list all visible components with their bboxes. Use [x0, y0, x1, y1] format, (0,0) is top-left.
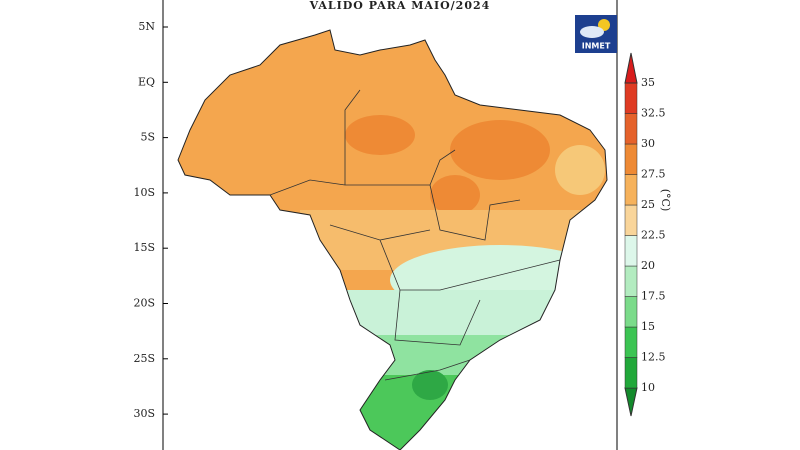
colorbar-unit: (°C) — [659, 189, 672, 212]
colorbar: 10 12.5 15 17.5 20 22.5 25 27.5 30 32.5 35 — [624, 52, 666, 417]
latitude-label: 20S — [133, 297, 155, 310]
colorbar-label: 22.5 — [641, 229, 666, 242]
colorbar-segment — [624, 296, 638, 328]
latitude-label: 5S — [140, 131, 155, 144]
latitude-label: 5N — [138, 20, 155, 33]
colorbar-segment — [624, 357, 638, 389]
colorbar-label: 35 — [641, 76, 655, 89]
state-borders — [269, 89, 561, 381]
colorbar-end — [624, 387, 638, 417]
colorbar-label: 20 — [641, 259, 655, 272]
latitude-label: 25S — [133, 352, 155, 365]
colorbar-segment — [624, 143, 638, 175]
map-title: VALIDO PARA MAIO/2024 — [309, 0, 491, 12]
colorbar-label: 15 — [641, 320, 655, 333]
latitude-label: 30S — [133, 407, 155, 420]
colorbar-end — [624, 52, 638, 84]
colorbar-segment — [624, 174, 638, 206]
latitude-labels: 5N EQ 5S 10S 15S 20S 25S 30S — [133, 20, 168, 420]
colorbar-segment — [624, 113, 638, 145]
colorbar-segment — [624, 235, 638, 267]
colorbar-segment — [624, 265, 638, 297]
colorbar-label: 32.5 — [641, 107, 666, 120]
latitude-label: 15S — [133, 241, 155, 254]
latitude-label: 10S — [133, 186, 155, 199]
colorbar-label: 12.5 — [641, 351, 666, 364]
colorbar-segment — [624, 204, 638, 236]
colorbar-label: 27.5 — [641, 168, 666, 181]
colorbar-label: 25 — [641, 198, 655, 211]
colorbar-segment — [624, 82, 638, 114]
colorbar-label: 17.5 — [641, 290, 666, 303]
colorbar-label: 10 — [641, 381, 655, 394]
colorbar-label: 30 — [641, 137, 655, 150]
logo-text: INMET — [582, 42, 611, 51]
latitude-label: EQ — [138, 75, 155, 88]
logo: INMET — [575, 15, 617, 53]
colorbar-segment — [624, 326, 638, 358]
temperature-field — [178, 30, 607, 450]
